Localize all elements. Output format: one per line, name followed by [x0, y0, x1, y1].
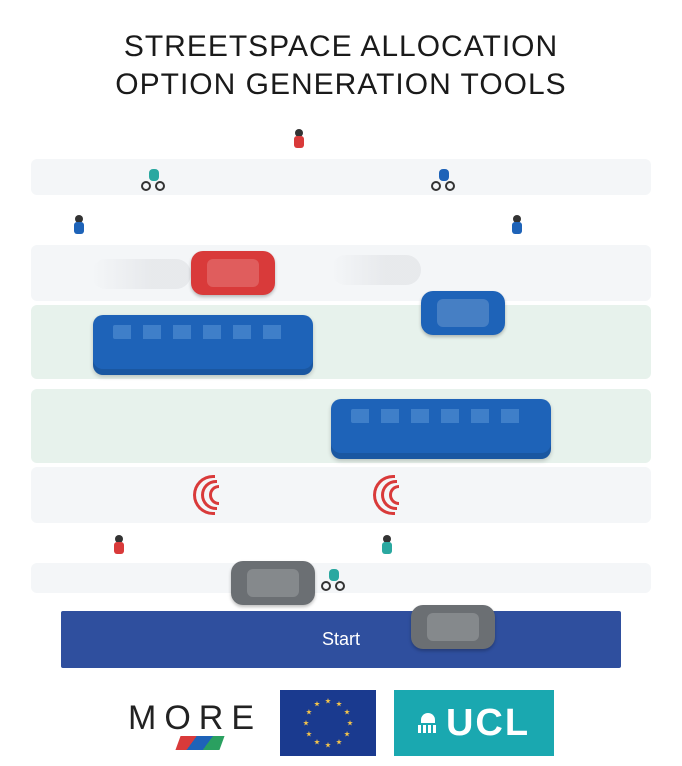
start-button-label: Start: [322, 629, 360, 649]
pedestrian-icon: [291, 129, 307, 149]
cyclist-icon: [321, 567, 347, 593]
eu-flag-logo: [280, 690, 376, 756]
pedestrian-icon: [111, 535, 127, 555]
cyclist-icon: [431, 167, 457, 193]
car-icon: [191, 251, 275, 295]
ucl-logo: UCL: [394, 690, 554, 756]
title-line-2: OPTION GENERATION TOOLS: [115, 68, 566, 101]
more-logo-stripes-icon: [175, 736, 224, 750]
car-icon: [411, 605, 495, 649]
wireless-signal-icon: [371, 475, 401, 515]
pedestrian-icon: [509, 215, 525, 235]
more-logo-text: MORE: [128, 699, 262, 737]
logo-row: MORE UCL: [0, 690, 682, 756]
bus-icon: [331, 399, 551, 459]
bus-icon: [93, 315, 313, 375]
title-line-1: STREETSPACE ALLOCATION: [124, 30, 558, 63]
start-button[interactable]: Start: [61, 611, 621, 668]
lane: [31, 379, 651, 389]
pedestrian-icon: [71, 215, 87, 235]
motion-trail: [331, 255, 421, 285]
car-icon: [231, 561, 315, 605]
ucl-logo-text: UCL: [446, 702, 530, 745]
eu-stars-icon: [280, 690, 376, 756]
lane: [31, 467, 651, 523]
car-icon: [421, 291, 505, 335]
wireless-signal-icon: [191, 475, 221, 515]
lane: [31, 199, 651, 243]
lane: [31, 159, 651, 195]
motion-trail: [91, 259, 191, 289]
page-title: STREETSPACE ALLOCATION OPTION GENERATION…: [0, 0, 682, 113]
pedestrian-icon: [379, 535, 395, 555]
ucl-dome-icon: [418, 713, 438, 733]
cyclist-icon: [141, 167, 167, 193]
street-scene-illustration: [31, 123, 651, 593]
more-logo: MORE: [128, 699, 262, 748]
